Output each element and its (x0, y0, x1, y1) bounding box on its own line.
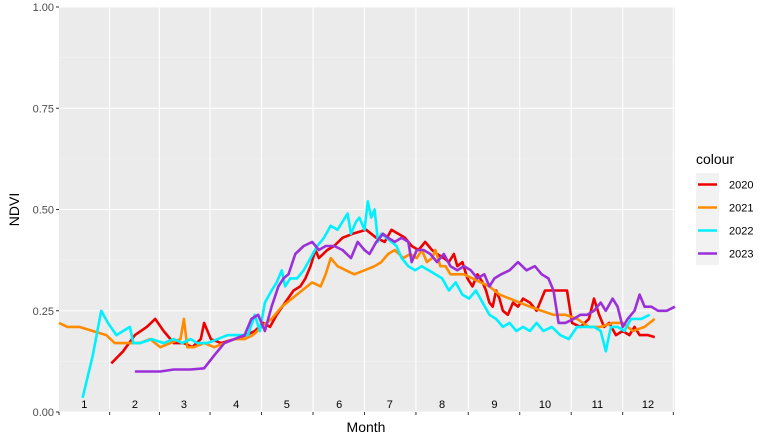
month-label: 8 (439, 399, 445, 411)
month-label: 5 (284, 399, 290, 411)
x-axis: 1 2 3 4 5 6 7 8 9 10 11 12 (58, 399, 674, 415)
month-label: 3 (181, 399, 187, 411)
month-label: 4 (233, 399, 239, 411)
legend-item-2022: 2022 (696, 219, 753, 242)
month-label: 2 (132, 399, 138, 411)
y-tick-label: 0.25 (33, 306, 54, 318)
month-label: 11 (592, 399, 603, 411)
y-axis: 0.00 0.25 0.50 0.75 1.00 (33, 2, 59, 419)
month-label: 9 (491, 399, 497, 411)
grid-major (59, 6, 675, 413)
month-label: 6 (336, 399, 342, 411)
month-label: 10 (539, 399, 551, 411)
legend-items: 2020 2021 2022 2023 (696, 173, 753, 265)
legend-item-2023: 2023 (696, 242, 753, 265)
legend-item-2020: 2020 (696, 173, 753, 196)
y-tick-label: 0.75 (33, 103, 54, 115)
legend-label: 2022 (729, 226, 753, 238)
legend-label: 2023 (729, 249, 753, 261)
legend: colour 2020 2021 2022 2023 (696, 151, 753, 265)
series-lines (58, 200, 676, 399)
grid-minor (59, 57, 675, 362)
legend-title: colour (696, 151, 734, 167)
series-line-2021 (58, 248, 656, 349)
y-tick-label: 1.00 (33, 2, 54, 14)
x-axis-title: Month (347, 419, 386, 435)
month-label: 1 (81, 399, 87, 411)
legend-item-2021: 2021 (696, 196, 753, 219)
legend-label: 2021 (729, 203, 753, 215)
legend-label: 2020 (729, 180, 753, 192)
series-line-2022 (81, 200, 651, 399)
month-label: 7 (387, 399, 393, 411)
y-tick-label: 0.00 (33, 407, 54, 419)
y-axis-title: NDVI (6, 193, 22, 226)
y-tick-label: 0.50 (33, 205, 54, 217)
series-line-2023 (134, 232, 676, 373)
month-label: 12 (642, 399, 654, 411)
